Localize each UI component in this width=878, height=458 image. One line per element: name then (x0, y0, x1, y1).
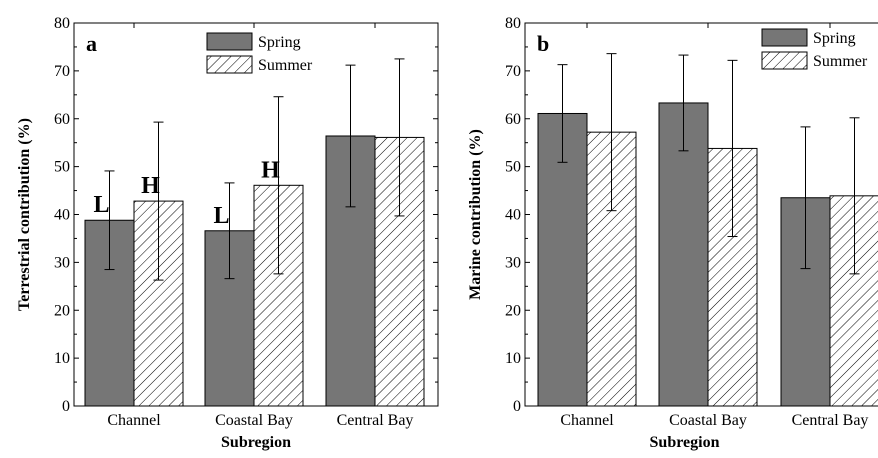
x-tick-label: Coastal Bay (669, 412, 747, 429)
x-tick-label: Channel (107, 412, 161, 429)
legend-label: Summer (813, 53, 868, 70)
bar-label: L (93, 192, 109, 218)
y-tick-label: 30 (54, 254, 70, 271)
x-tick-label: Central Bay (337, 412, 414, 429)
y-axis-title: Terrestrial contribution (%) (16, 118, 33, 311)
legend: Spring Summer (206, 32, 313, 74)
bar-label: H (261, 157, 280, 183)
legend-swatch-spring (206, 32, 253, 51)
x-tick-label: Central Bay (792, 412, 869, 429)
legend-label: Spring (813, 30, 856, 47)
x-tick-label: Channel (560, 412, 614, 429)
legend-swatch-summer (206, 55, 253, 74)
legend-swatch-spring (761, 28, 808, 47)
y-tick-label: 0 (62, 398, 70, 415)
chart-panel-a: L L H H 0 10 20 30 40 50 60 70 80 Channel Coastal Bay C… (16, 15, 439, 451)
y-tick-label: 30 (505, 254, 521, 271)
legend-label: Spring (258, 34, 301, 51)
bar-spring (658, 102, 709, 407)
panel-label: a (86, 31, 97, 56)
legend: Spring Summer (761, 28, 868, 70)
y-tick-label: 20 (54, 302, 70, 319)
bar-label: L (213, 203, 229, 229)
y-tick-label: 70 (54, 63, 70, 80)
y-tick-label: 60 (54, 111, 70, 128)
y-axis-title: Marine contribution (%) (467, 129, 484, 300)
legend-swatch-summer (761, 51, 808, 70)
y-tick-label: 10 (54, 350, 70, 367)
y-tick-label: 50 (54, 159, 70, 176)
y-tick-label: 40 (54, 207, 70, 224)
bar-label: H (141, 173, 160, 199)
y-tick-label: 50 (505, 159, 521, 176)
x-axis-title: Subregion (650, 434, 720, 451)
y-tick-label: 80 (54, 15, 70, 32)
y-tick-label: 20 (505, 302, 521, 319)
y-tick-label: 60 (505, 111, 521, 128)
y-tick-label: 0 (513, 398, 521, 415)
y-tick-label: 70 (505, 63, 521, 80)
x-tick-label: Coastal Bay (215, 412, 293, 429)
legend-label: Summer (258, 57, 313, 74)
y-tick-label: 80 (505, 15, 521, 32)
x-axis-title: Subregion (221, 434, 291, 451)
y-tick-label: 40 (505, 207, 521, 224)
y-tick-label: 10 (505, 350, 521, 367)
panel-label: b (537, 31, 549, 56)
chart-panel-b: 0 10 20 30 40 50 60 70 80 Channel Coastal Bay Centr… (467, 15, 878, 451)
